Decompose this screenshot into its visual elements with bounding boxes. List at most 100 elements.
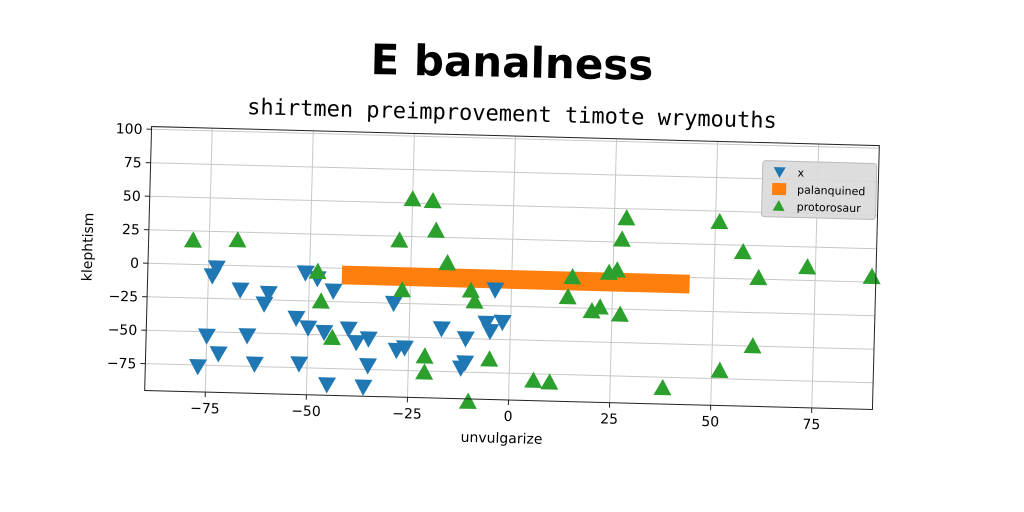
x-point	[203, 268, 222, 285]
legend-marker-x	[773, 167, 786, 179]
protorosaur-point	[465, 292, 484, 309]
y-tick-label: 50	[123, 189, 141, 205]
y-tick-label: −50	[107, 322, 137, 339]
x-point	[456, 355, 475, 372]
protorosaur-point	[524, 371, 543, 388]
x-point	[315, 324, 334, 342]
x-gridline	[305, 130, 314, 395]
x-point	[189, 358, 208, 376]
legend-box	[761, 160, 878, 220]
protorosaur-point	[423, 191, 442, 209]
protorosaur-point	[308, 262, 327, 280]
protorosaur-point	[612, 230, 631, 247]
y-tick-label: 25	[122, 222, 140, 238]
legend-label-protorosaur: protorosaur	[797, 200, 862, 215]
palanquined-marker-band	[341, 265, 690, 294]
legend: x palanquined protorosaur	[761, 160, 878, 220]
x-point	[359, 331, 378, 348]
protorosaur-point	[558, 288, 577, 305]
protorosaur-point	[590, 298, 609, 315]
protorosaur-point	[582, 302, 601, 319]
protorosaur-point	[393, 280, 411, 298]
x-gridline	[508, 136, 516, 401]
x-gridline	[406, 133, 415, 398]
x-point	[231, 282, 250, 299]
x-point	[493, 314, 512, 332]
x-point	[299, 320, 318, 337]
protorosaur-point	[438, 254, 457, 271]
y-gridline	[145, 363, 874, 384]
x-point	[318, 377, 337, 394]
protorosaur-point	[653, 378, 672, 396]
legend-marker-protorosaur	[772, 200, 785, 211]
x-point	[395, 340, 414, 357]
protorosaur-point	[710, 361, 729, 379]
x-point	[255, 296, 274, 313]
x-point	[481, 323, 500, 341]
y-tick-label: 100	[116, 121, 143, 138]
protorosaur-point	[563, 268, 582, 285]
protorosaur-point	[458, 392, 477, 410]
x-point	[324, 283, 343, 300]
protorosaur-point	[610, 305, 629, 322]
x-point	[359, 358, 378, 375]
protorosaur-point	[798, 258, 817, 275]
protorosaur-point	[311, 292, 330, 309]
protorosaur-point	[607, 261, 626, 278]
x-point	[354, 379, 373, 396]
y-tick-label: 0	[130, 256, 139, 272]
protorosaur-point	[426, 221, 445, 238]
protorosaur-point	[228, 231, 247, 248]
x-point	[432, 321, 451, 338]
protorosaur-point	[540, 373, 559, 390]
y-tick-label: −75	[107, 356, 137, 373]
tick-labels: −75 −50 −25 0 25 50 75 100 75 50 25 0 −25 −50 −75	[107, 121, 821, 433]
protorosaur-point	[390, 231, 409, 248]
x-point	[384, 295, 403, 313]
x-tick-label: 25	[600, 411, 618, 427]
x-axis-label: unvulgarize	[460, 430, 542, 448]
x-gridline	[710, 141, 719, 406]
y-gridline	[148, 229, 877, 250]
protorosaur-point	[322, 328, 341, 346]
protorosaur-point	[743, 337, 762, 354]
protorosaur-point	[749, 268, 768, 286]
y-tick-label: −25	[108, 289, 138, 306]
protorosaur-point	[617, 209, 636, 226]
legend-marker-palanquined	[772, 182, 787, 196]
palanquined-band	[341, 265, 690, 294]
x-gridline	[204, 128, 213, 393]
protorosaur-point	[480, 350, 499, 367]
x-point	[197, 328, 216, 345]
x-point	[339, 321, 358, 338]
y-axis-label: klephtism	[80, 212, 98, 281]
x-point	[486, 282, 505, 299]
x-point	[238, 328, 257, 345]
y-gridline	[150, 162, 879, 183]
protorosaur-point	[415, 347, 434, 364]
x-point	[290, 356, 309, 373]
x-tick-label: −75	[190, 401, 220, 418]
y-gridline	[151, 128, 880, 149]
y-gridline	[149, 195, 878, 216]
legend-label-x: x	[797, 166, 804, 179]
data-points	[183, 190, 881, 410]
x-tick-label: 0	[503, 409, 512, 425]
legend-label-palanquined: palanquined	[797, 183, 866, 198]
x-point	[259, 285, 278, 303]
y-tick-label: 75	[124, 155, 142, 171]
protorosaur-point	[403, 190, 422, 207]
x-point	[209, 346, 228, 363]
x-tick-label: −25	[392, 406, 422, 423]
x-point	[456, 331, 475, 348]
protorosaur-point	[183, 231, 202, 248]
protorosaur-point	[415, 363, 434, 380]
x-tick-label: 50	[701, 414, 719, 430]
protorosaur-point	[733, 242, 752, 260]
x-point	[296, 265, 315, 282]
x-point	[477, 315, 496, 333]
x-point	[245, 356, 264, 373]
x-point	[207, 260, 226, 277]
x-point	[347, 334, 366, 352]
